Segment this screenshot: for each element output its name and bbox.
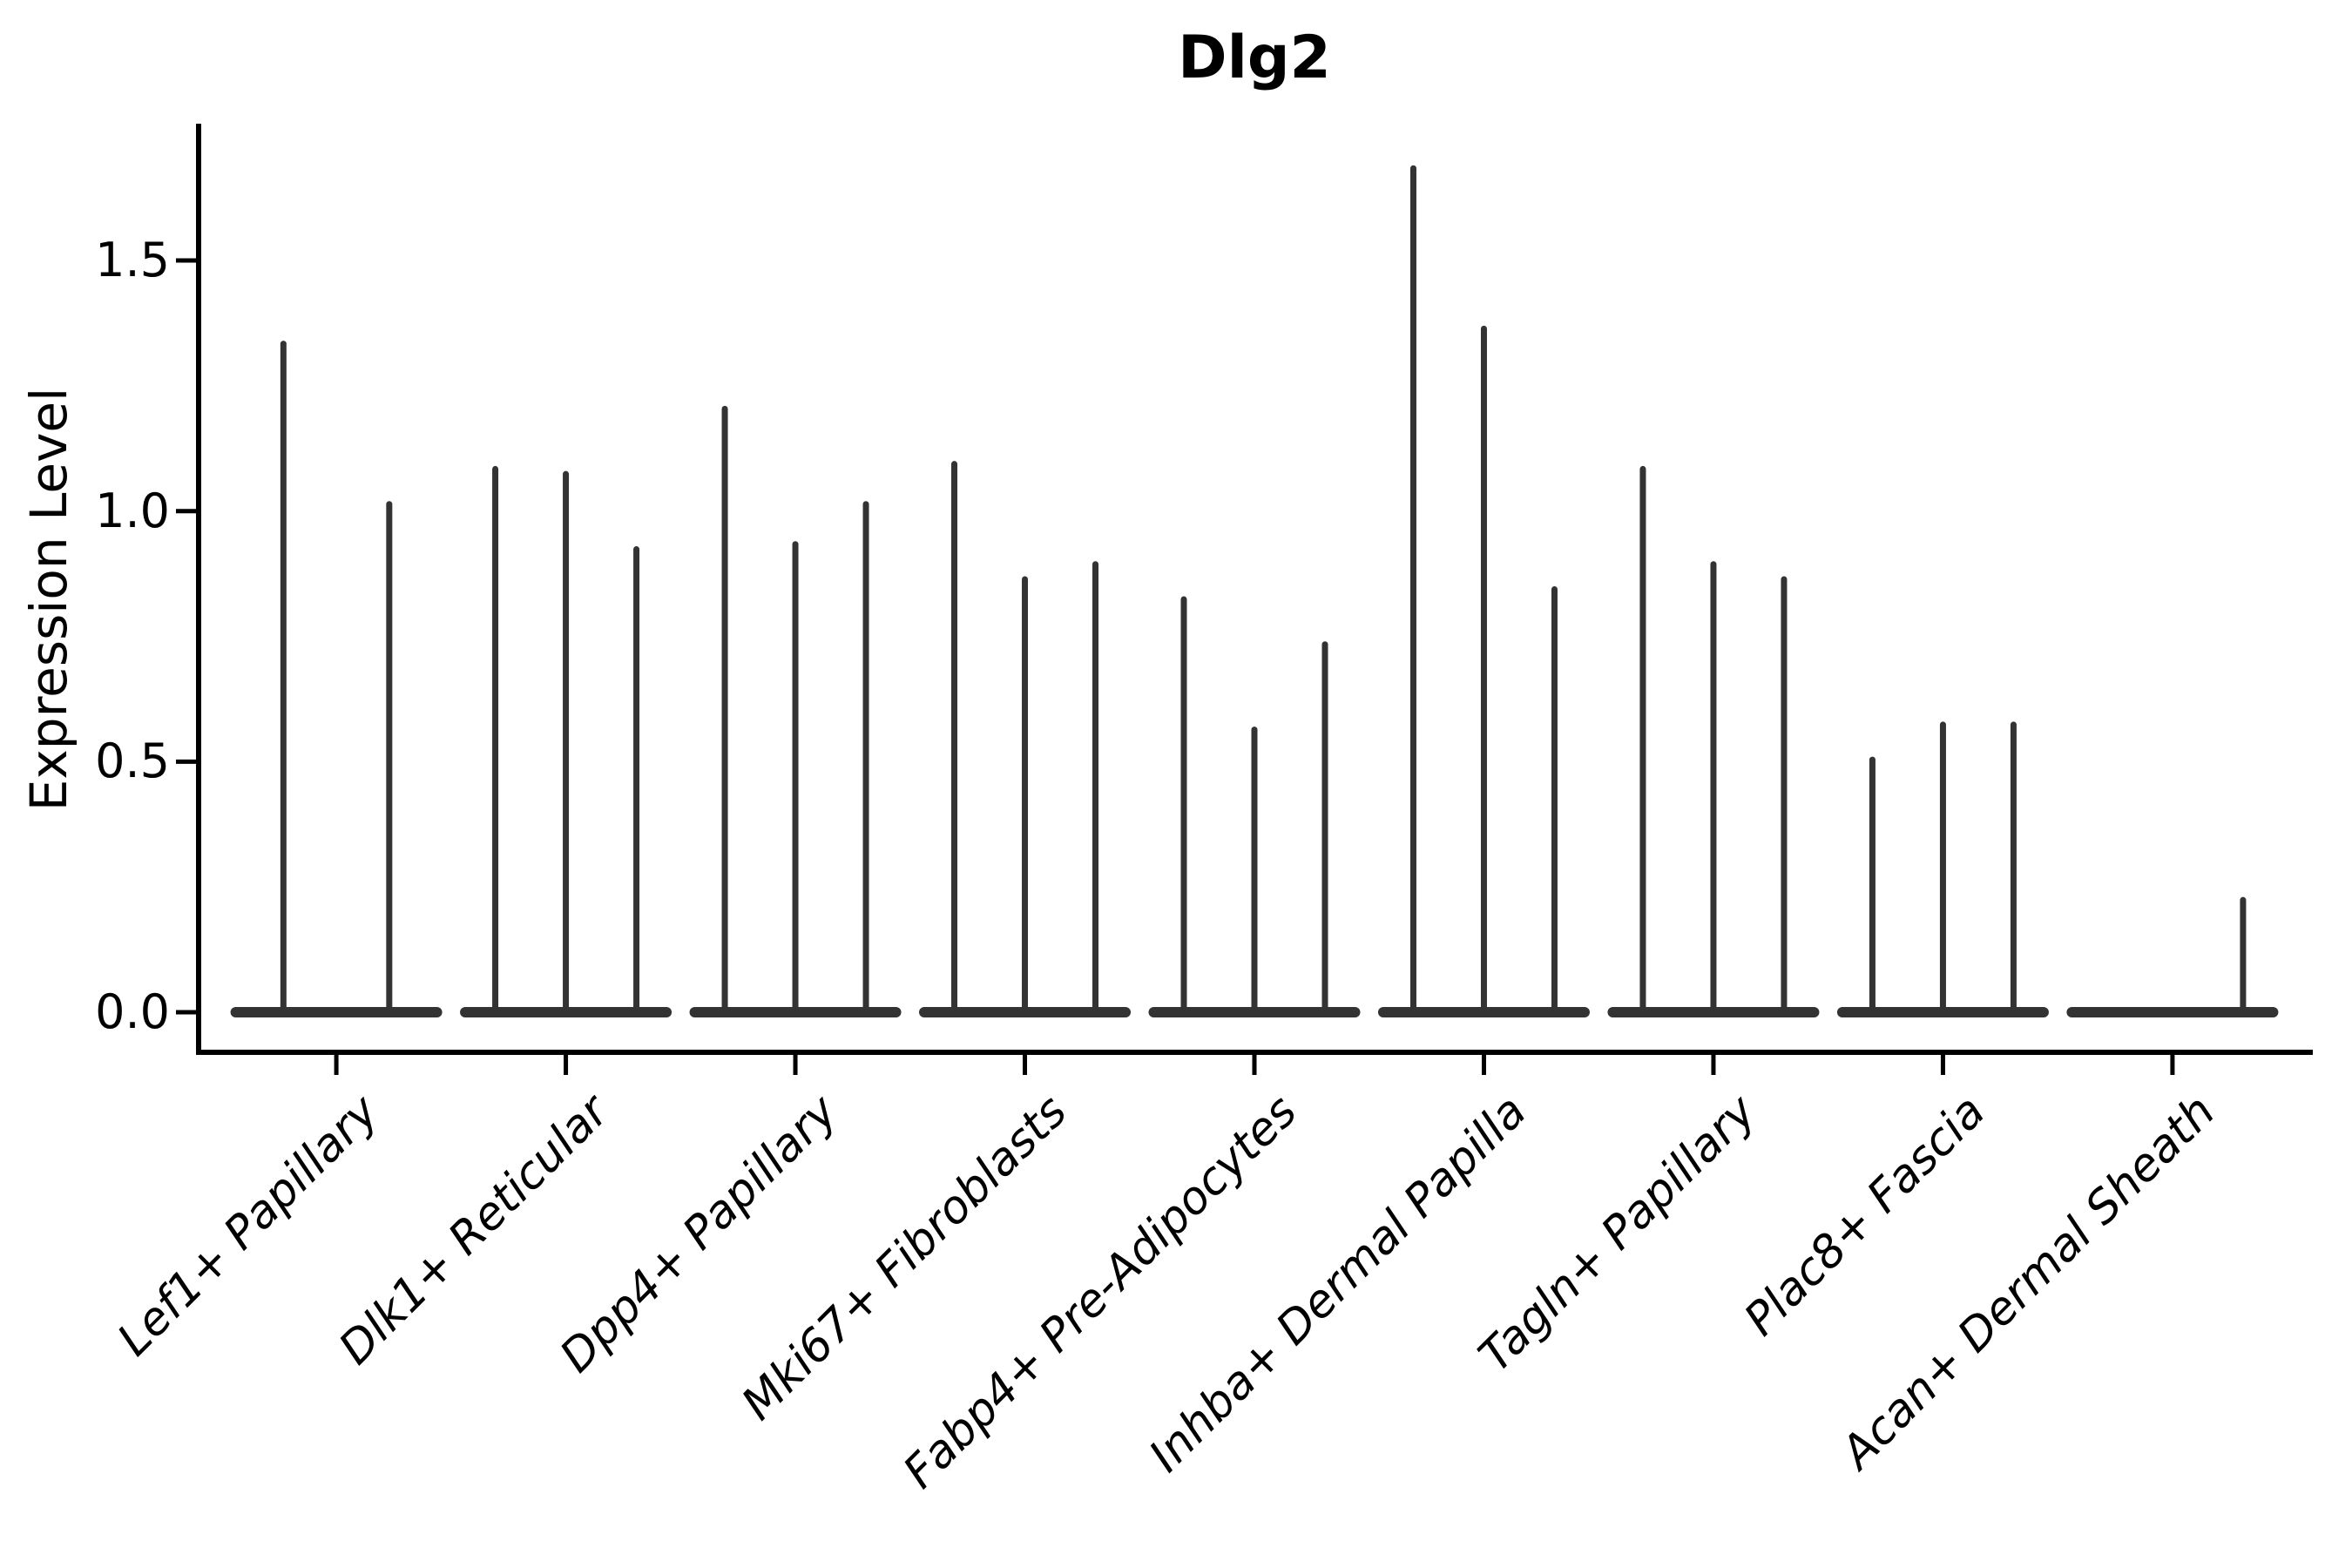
violin-spike: [280, 341, 287, 1014]
violin-base-bar: [689, 1007, 902, 1017]
violin-base-bar: [1148, 1007, 1361, 1017]
violin-spike: [1480, 325, 1487, 1014]
y-tick-label: 1.5: [95, 233, 170, 288]
violin-spike: [1251, 727, 1258, 1014]
violin-base-bar: [230, 1007, 443, 1017]
violin-spike: [492, 465, 499, 1014]
violin-spike: [1551, 585, 1558, 1014]
violin-spike: [1781, 576, 1788, 1014]
violin-base-bar: [1836, 1007, 2049, 1017]
violin-base-bar: [919, 1007, 1132, 1017]
y-tick-label: 0.5: [95, 733, 170, 789]
violin-spike: [2010, 721, 2017, 1014]
violin-base-bar: [1377, 1007, 1590, 1017]
violin-spike: [862, 501, 869, 1014]
violin-spike: [633, 545, 640, 1014]
violin-spike: [563, 470, 570, 1014]
violin-spike: [1321, 641, 1328, 1014]
violin-spike: [1022, 576, 1029, 1014]
violin-base-bar: [460, 1007, 672, 1017]
y-tick-label: 0.0: [95, 984, 170, 1039]
violin-spike: [1639, 465, 1646, 1014]
violin-spike: [1092, 561, 1099, 1014]
violin-spike: [1710, 561, 1717, 1014]
y-tick-label: 1.0: [95, 483, 170, 538]
violin-spike: [1180, 596, 1187, 1014]
violin-base-bar: [2066, 1007, 2279, 1017]
violin-spike: [792, 541, 799, 1014]
violin-spike: [1409, 165, 1416, 1015]
violin-base-bar: [1607, 1007, 1820, 1017]
violin-spike: [2240, 896, 2247, 1014]
violin-spike: [386, 501, 393, 1014]
chart-title: Dlg2: [1178, 24, 1331, 92]
violin-spike: [1869, 756, 1876, 1014]
violin-spike: [951, 461, 958, 1014]
violin-spike: [1939, 721, 1946, 1014]
violin-spike: [721, 405, 728, 1015]
